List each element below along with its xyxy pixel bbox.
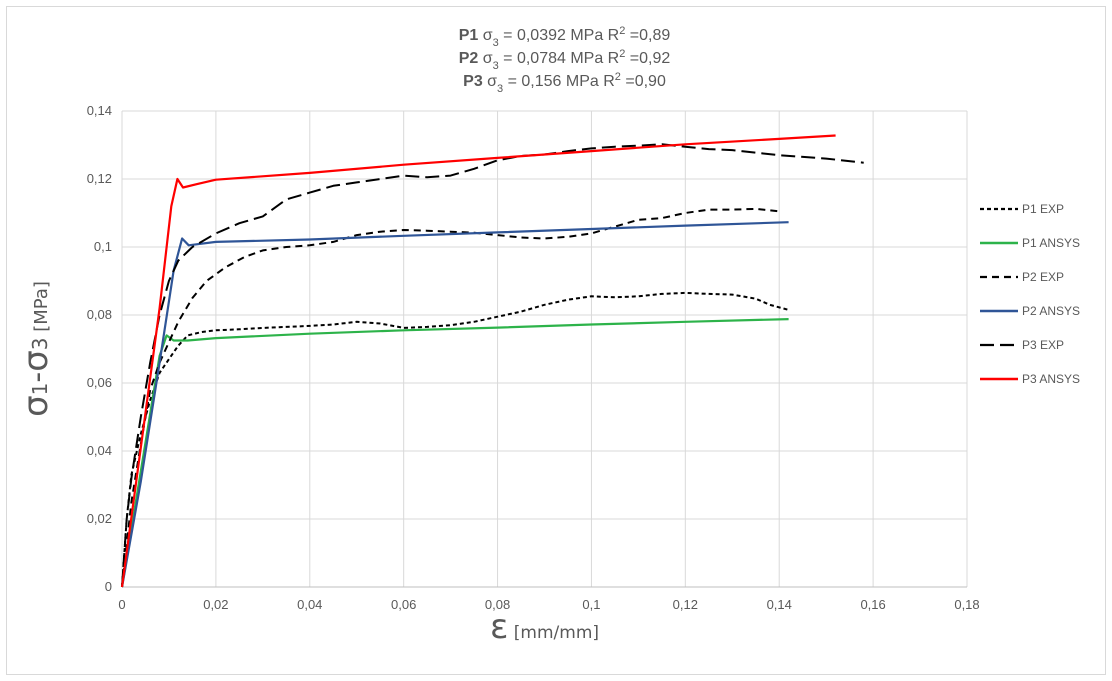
- title-line: P2 σ3 = 0,0784 MPa R2 =0,92: [459, 48, 671, 72]
- y-tick-label: 0,12: [87, 171, 112, 186]
- series-line-p1-exp: [121, 291, 789, 588]
- legend-label: P1 EXP: [1022, 202, 1064, 216]
- x-tick-label: 0: [118, 597, 125, 612]
- legend-label: P2 EXP: [1022, 270, 1064, 284]
- y-axis-label: σ1-σ3 [MPa]: [16, 281, 56, 417]
- axes: [121, 111, 967, 588]
- x-tick-label: 0,18: [954, 597, 979, 612]
- series-line-p2-exp: [121, 207, 780, 588]
- x-tick-label: 0,08: [485, 597, 510, 612]
- x-tick-label: 0,04: [297, 597, 322, 612]
- y-tick-label: 0,1: [94, 239, 112, 254]
- series-line-p1-ansys: [120, 318, 789, 588]
- series-line-p2-ansys: [120, 221, 789, 588]
- y-tick-label: 0,14: [87, 103, 112, 118]
- y-tick-label: 0: [105, 579, 112, 594]
- x-tick-label: 0,06: [391, 597, 416, 612]
- legend-label: P3 ANSYS: [1022, 372, 1080, 386]
- x-tick-label: 0,1: [582, 597, 600, 612]
- series-layer: [120, 134, 864, 588]
- x-tick-label: 0,02: [203, 597, 228, 612]
- series-line-p3-exp: [121, 143, 864, 588]
- x-tick-label: 0,16: [860, 597, 885, 612]
- grid-lines: [122, 110, 968, 587]
- y-tick-label: 0,08: [87, 307, 112, 322]
- axis-labels: σ1-σ3 [MPa] ε [mm/mm]: [16, 281, 599, 647]
- title-line: P3 σ3 = 0,156 MPa R2 =0,90: [463, 71, 666, 95]
- x-tick-label: 0,14: [767, 597, 792, 612]
- tick-labels: 0 0,02 0,04 0,06 0,08 0,1 0,12 0,14 0,16 0,18 0 0,0…: [87, 103, 980, 612]
- y-tick-label: 0,06: [87, 375, 112, 390]
- legend-label: P2 ANSYS: [1022, 304, 1080, 318]
- y-tick-label: 0,04: [87, 443, 112, 458]
- legend: P1 EXP P1 ANSYS P2 EXP P2 ANSYS P3 EXP P3 ANS…: [980, 202, 1080, 386]
- legend-label: P1 ANSYS: [1022, 236, 1080, 250]
- y-tick-label: 0,02: [87, 511, 112, 526]
- x-axis-label: ε [mm/mm]: [490, 607, 599, 647]
- series-line-p3-ansys: [120, 134, 836, 588]
- legend-label: P3 EXP: [1022, 338, 1064, 352]
- x-tick-label: 0,12: [673, 597, 698, 612]
- title-line: P1 σ3 = 0,0392 MPa R2 =0,89: [459, 25, 671, 49]
